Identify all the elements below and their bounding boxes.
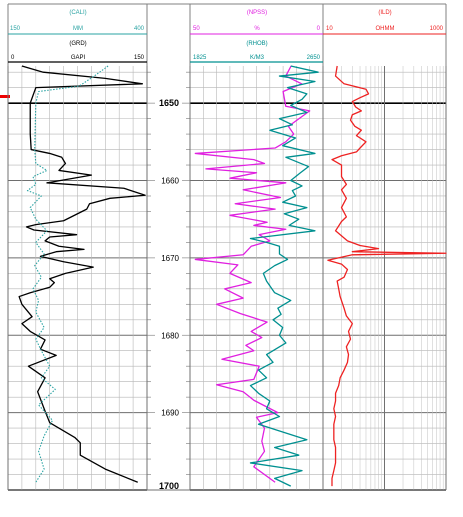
ild-curve	[327, 65, 447, 487]
npss-curve	[194, 65, 311, 483]
ild-scale-min: 10	[326, 26, 333, 32]
cali-unit: MM	[73, 26, 83, 32]
grd-curve	[18, 65, 146, 483]
grd-curve-name: (GRD)	[69, 41, 86, 47]
ild-curve-name: (ILD)	[378, 10, 391, 16]
rhob-scale-min: 1825	[193, 55, 207, 61]
depth-label-1680: 1680	[161, 331, 179, 340]
rhob-curve	[249, 65, 319, 487]
npss-scale-max: 0	[317, 26, 321, 32]
depth-label-1700: 1700	[159, 481, 179, 491]
depth-label-1650: 1650	[159, 98, 179, 108]
npss-unit: %	[254, 26, 260, 32]
npss-curve-name: (NPSS)	[247, 10, 267, 16]
depth-label-1660: 1660	[161, 177, 179, 186]
npss-scale-min: 50	[193, 26, 200, 32]
depth-label-1690: 1690	[161, 409, 179, 418]
log-grid	[7, 66, 447, 491]
grd-scale-min: 0	[11, 55, 15, 61]
cali-curve-name: (CALI)	[69, 10, 86, 16]
grd-scale-max: 150	[134, 55, 145, 61]
cali-scale-min: 150	[10, 26, 21, 32]
rhob-scale-max: 2650	[307, 55, 321, 61]
grd-unit: GAPI	[71, 55, 86, 61]
cali-scale-max: 400	[134, 26, 145, 32]
depth-label-1670: 1670	[161, 254, 179, 263]
ild-scale-max: 1000	[430, 26, 444, 32]
log-header: (CALI) 150 MM 400 (GRD) 0 GAPI 150 (NPSS…	[7, 3, 447, 66]
rhob-curve-name: (RHOB)	[246, 41, 267, 47]
rhob-unit: K/M3	[250, 55, 265, 61]
depth-marker	[0, 95, 10, 98]
ild-unit: OHMM	[376, 26, 395, 32]
depth-labels: 1650 1660 1670 1680 1690 1700	[159, 98, 180, 491]
cali-curve	[26, 65, 109, 483]
log-curves	[18, 65, 447, 487]
